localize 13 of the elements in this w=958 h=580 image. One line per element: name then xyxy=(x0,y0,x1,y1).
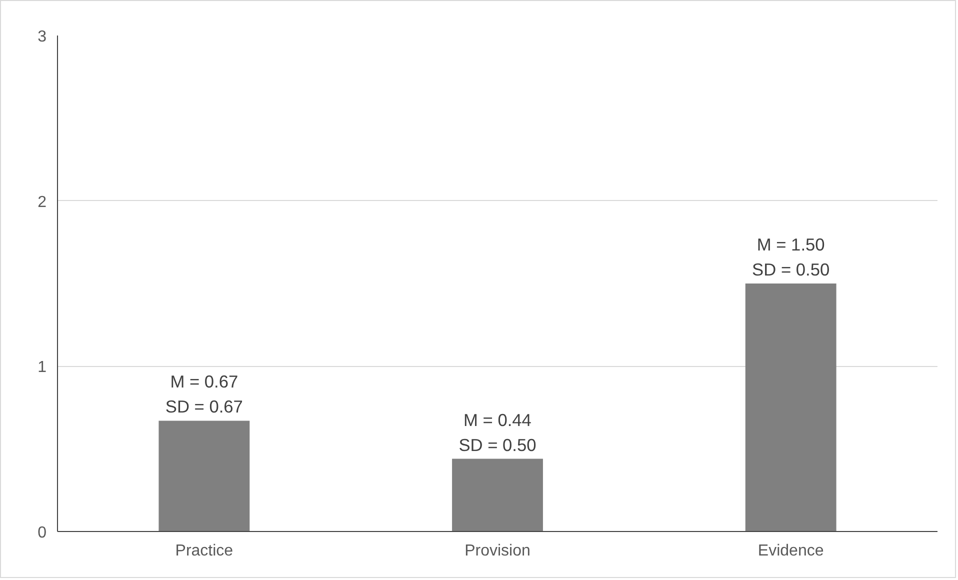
data-label: M = 0.67 SD = 0.67 xyxy=(165,372,243,417)
y-tick-label: 2 xyxy=(38,194,47,211)
y-tick-label: 3 xyxy=(38,28,47,46)
y-tick-label: 0 xyxy=(38,524,47,542)
x-tick-label: Evidence xyxy=(758,542,824,560)
bar xyxy=(158,420,250,532)
y-tick-label: 1 xyxy=(38,359,47,376)
data-label: M = 0.44 SD = 0.50 xyxy=(458,410,536,455)
x-tick-label: Provision xyxy=(464,542,530,560)
bar xyxy=(745,284,836,532)
data-label: M = 1.50 SD = 0.50 xyxy=(752,234,830,280)
bar xyxy=(452,458,543,532)
x-tick-label: Practice xyxy=(175,542,234,560)
